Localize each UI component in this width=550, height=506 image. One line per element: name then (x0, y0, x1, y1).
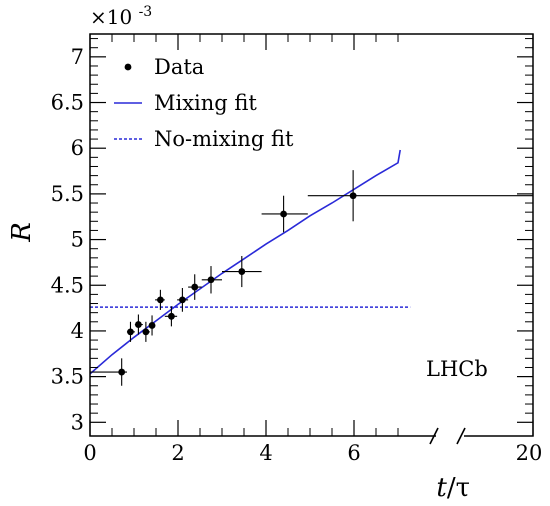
data-point (222, 256, 262, 288)
y-tick-label: 3.5 (51, 365, 84, 389)
data-point-marker (179, 296, 186, 304)
y-tick-label: 7 (71, 45, 84, 69)
y-tick-label: 4 (71, 319, 84, 343)
legend-entry: No-mixing fit (114, 127, 294, 151)
data-point (261, 195, 308, 233)
y-tick-label: 5.5 (51, 182, 84, 206)
data-point-marker (238, 268, 246, 275)
y-multiplier-exp: -3 (139, 4, 153, 20)
data-point (188, 274, 202, 300)
data-point (201, 266, 222, 294)
data-point (164, 306, 178, 327)
data-point (177, 287, 189, 312)
y-tick-label: 6 (71, 136, 84, 160)
axis-break-gap (436, 430, 464, 442)
axis-break-mark (429, 427, 439, 445)
data-point (155, 289, 165, 310)
data-point-marker (148, 322, 156, 329)
data-point-marker (349, 192, 357, 200)
x-tick-label: 2 (171, 441, 184, 465)
axes-layer: 3 3.5 4 4.5 5 5.5 6 6.5 7 0 2 4 6 20 (51, 33, 543, 465)
data-point-marker (142, 328, 150, 336)
data-point-marker (191, 283, 199, 291)
data-point-marker (135, 321, 142, 328)
axis-break-mark (456, 427, 466, 445)
data-point-marker (127, 328, 134, 336)
data-point-marker (168, 312, 175, 320)
y-tick-label: 4.5 (51, 273, 84, 297)
legend-entry: Data (124, 55, 204, 79)
x-axis-title-rest: /τ (447, 473, 470, 503)
mixing-fit-line (89, 149, 401, 375)
data-point (126, 321, 135, 342)
x-axis-title-italic: t (436, 473, 447, 503)
legend-label: No-mixing fit (154, 127, 294, 151)
legend-label: Data (154, 55, 204, 79)
legend-entry: Mixing fit (114, 91, 257, 115)
x-tick-label: 6 (347, 441, 360, 465)
data-point-marker (280, 210, 287, 218)
data-point (134, 314, 143, 335)
y-tick-label: 5 (71, 228, 84, 252)
x-tick-label: 0 (83, 441, 96, 465)
data-point (90, 358, 127, 386)
legend-label: Mixing fit (154, 91, 257, 115)
data-point (307, 170, 533, 222)
y-multiplier-base: ×10 (90, 5, 132, 29)
y-tick-label: 6.5 (51, 91, 84, 115)
x-tick-label: 4 (259, 441, 272, 465)
data-point-marker (207, 276, 215, 284)
data-point (148, 315, 156, 336)
x-tick-label: 20 (516, 441, 543, 465)
data-point (142, 321, 150, 342)
legend-marker-data (124, 63, 132, 71)
data-point-marker (118, 368, 126, 376)
legend: Data Mixing fit No-mixing fit (114, 55, 294, 151)
plot-layer (89, 149, 533, 386)
plot-frame (89, 33, 534, 437)
data-point-marker (157, 296, 164, 304)
y-multiplier: ×10 -3 (90, 4, 152, 29)
y-axis-title: R (7, 222, 37, 243)
lhcb-label: LHCb (426, 357, 488, 381)
x-axis-title: t/τ (436, 473, 470, 503)
y-tick-label: 3 (71, 410, 84, 434)
